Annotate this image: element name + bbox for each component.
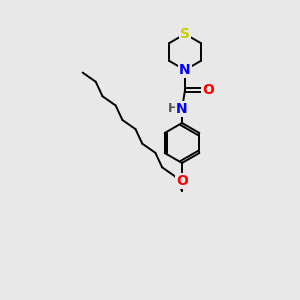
Text: N: N bbox=[176, 102, 188, 116]
Text: O: O bbox=[176, 174, 188, 188]
Text: N: N bbox=[179, 63, 191, 77]
Text: O: O bbox=[202, 83, 214, 97]
Text: H: H bbox=[168, 103, 178, 116]
Text: S: S bbox=[180, 27, 190, 41]
